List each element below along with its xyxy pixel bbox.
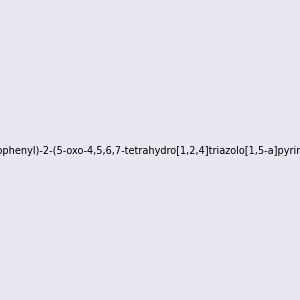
Text: N-(3-chloro-4-fluorophenyl)-2-(5-oxo-4,5,6,7-tetrahydro[1,2,4]triazolo[1,5-a]pyr: N-(3-chloro-4-fluorophenyl)-2-(5-oxo-4,5…: [0, 146, 300, 157]
